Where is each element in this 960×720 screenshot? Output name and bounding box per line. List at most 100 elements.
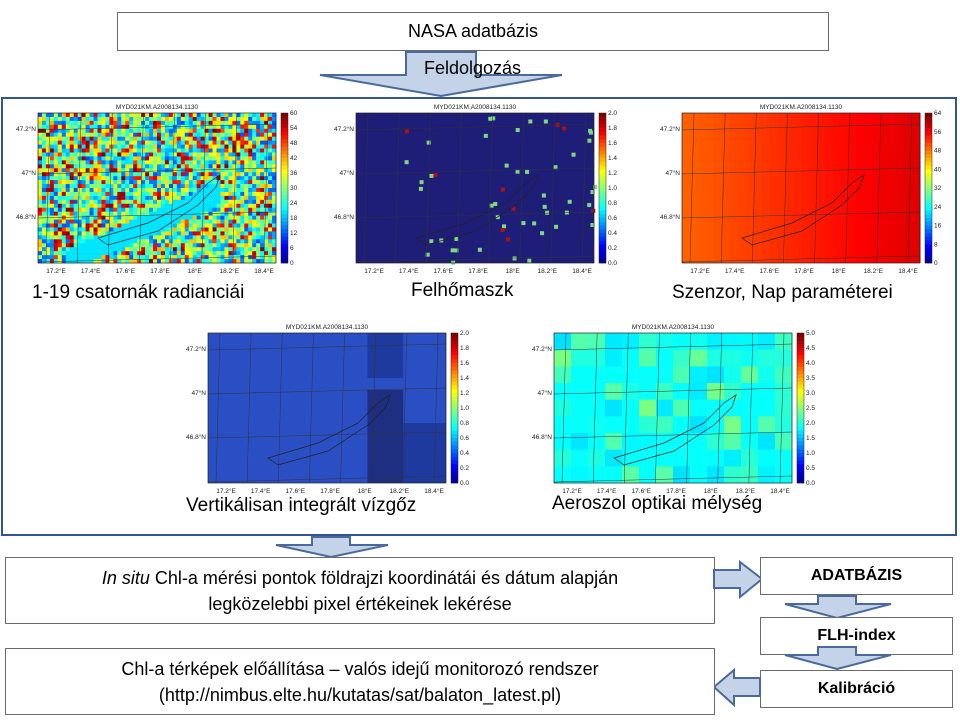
- lon-tick-label: 17.4°E: [597, 487, 617, 495]
- map-radiance: MYD021KM.A2008134.1130 47.2°N 47°N 46.8°N 17…: [4, 103, 304, 278]
- lat-tick-label: 47.2°N: [660, 125, 680, 133]
- processing-panel: [1, 97, 957, 536]
- colorbar-tick-label: 1.6: [460, 360, 469, 367]
- lon-tick-label: 18°E: [506, 267, 521, 275]
- lat-tick-label: 47°N: [191, 389, 206, 397]
- insitu-query-box: In situ Chl-a mérési pontok földrajzi ko…: [5, 557, 715, 624]
- colorbar-tick-label: 48: [934, 148, 942, 155]
- colorbar-tick-label: 3.0: [806, 390, 815, 397]
- lon-tick-label: 18°E: [358, 487, 373, 495]
- colorbar-tick-label: 4.0: [806, 360, 815, 367]
- lon-tick-label: 17.8°E: [666, 487, 686, 495]
- colorbar-tick-label: 42: [290, 155, 298, 162]
- flh-index-label: FLH-index: [817, 627, 896, 644]
- lat-tick-label: 46.8°N: [660, 213, 680, 221]
- caption-water-vapor: Vertikálisan integrált vízgőz: [186, 495, 417, 516]
- lon-tick-label: 17.2°E: [562, 487, 582, 495]
- map-title: MYD021KM.A2008134.1130: [116, 104, 199, 111]
- lat-tick-label: 46.8°N: [16, 213, 36, 221]
- colorbar-tick-label: 0.0: [806, 480, 815, 487]
- map-title: MYD021KM.A2008134.1130: [760, 104, 843, 111]
- colorbar-tick-label: 16: [934, 223, 942, 230]
- colorbar-tick-label: 1.0: [608, 185, 617, 192]
- lat-tick-label: 46.8°N: [532, 433, 552, 441]
- lon-tick-label: 17.8°E: [150, 267, 170, 275]
- colorbar: [598, 112, 607, 264]
- lon-tick-label: 18.2°E: [736, 487, 756, 495]
- colorbar-tick-label: 1.8: [460, 345, 469, 352]
- nasa-database-label: NASA adatbázis: [407, 21, 539, 41]
- lat-tick-label: 47.2°N: [16, 125, 36, 133]
- colorbar-tick-label: 24: [934, 204, 942, 211]
- map-figure-cloudmask: MYD021KM.A2008134.1130 47.2°N 47°N 46.8°N 17…: [334, 104, 617, 275]
- lat-tick-label: 47.2°N: [186, 345, 206, 353]
- calibration-label: Kalibráció: [817, 680, 896, 697]
- colorbar: [924, 112, 933, 264]
- colorbar-tick-label: 0.0: [460, 480, 469, 487]
- lon-tick-label: 17.4°E: [251, 487, 271, 495]
- database-box: ADATBÁZIS: [760, 557, 953, 595]
- colorbar-tick-label: 1.0: [460, 405, 469, 412]
- colorbar-tick-label: 1.0: [806, 450, 815, 457]
- colorbar-tick-label: 40: [934, 166, 942, 173]
- colorbar-tick-label: 24: [290, 200, 298, 207]
- lon-tick-label: 18.4°E: [424, 487, 444, 495]
- colorbar-tick-label: 2.0: [460, 330, 469, 337]
- map-figure-radiance: MYD021KM.A2008134.1130 47.2°N 47°N 46.8°N 17…: [16, 104, 298, 275]
- nasa-database-box: NASA adatbázis: [117, 12, 829, 51]
- lon-tick-label: 17.4°E: [725, 267, 745, 275]
- colorbar-tick-label: 64: [934, 110, 942, 117]
- lon-tick-label: 17.6°E: [286, 487, 306, 495]
- insitu-line1: In situ Chl-a mérési pontok földrajzi ko…: [102, 565, 618, 591]
- lon-tick-label: 18.4°E: [770, 487, 790, 495]
- processing-arrow: [319, 51, 563, 97]
- lon-tick-label: 17.8°E: [794, 267, 814, 275]
- colorbar-tick-label: 0.0: [608, 260, 617, 267]
- colorbar-tick-label: 36: [290, 170, 298, 177]
- lon-tick-label: 17.2°E: [216, 487, 236, 495]
- colorbar-tick-label: 2.5: [806, 405, 815, 412]
- lon-tick-label: 18.2°E: [220, 267, 240, 275]
- caption-sensor-sun: Szenzor, Nap paraméterei: [672, 282, 893, 303]
- insitu-line1-text: Chl-a mérési pontok földrajzi koordinátá…: [149, 567, 619, 588]
- colorbar-tick-label: 0: [290, 260, 294, 267]
- colorbar-tick-label: 56: [934, 129, 942, 136]
- colorbar-tick-label: 6: [290, 245, 294, 252]
- right-arrow-to-database: [713, 560, 764, 600]
- lon-tick-label: 18.4°E: [254, 267, 274, 275]
- lon-tick-label: 17.8°E: [320, 487, 340, 495]
- lon-tick-label: 17.6°E: [632, 487, 652, 495]
- colorbar-tick-label: 60: [290, 110, 298, 117]
- lon-tick-label: 17.2°E: [364, 267, 384, 275]
- map-title: MYD021KM.A2008134.1130: [434, 104, 517, 111]
- map-cloudmask: MYD021KM.A2008134.1130 47.2°N 47°N 46.8°N 17…: [322, 103, 622, 278]
- lon-tick-label: 18.2°E: [390, 487, 410, 495]
- colorbar-tick-label: 0.4: [460, 450, 469, 457]
- left-arrow-to-chl: [712, 668, 761, 708]
- colorbar-tick-label: 2.0: [608, 110, 617, 117]
- colorbar-tick-label: 48: [290, 140, 298, 147]
- colorbar-tick-label: 0.8: [460, 420, 469, 427]
- down-arrow-to-flh: [784, 595, 892, 619]
- lat-tick-label: 47°N: [537, 389, 552, 397]
- lat-tick-label: 47°N: [21, 169, 36, 177]
- colorbar-tick-label: 8: [934, 241, 938, 248]
- lon-tick-label: 17.6°E: [434, 267, 454, 275]
- lon-tick-label: 17.6°E: [116, 267, 136, 275]
- database-label: ADATBÁZIS: [810, 567, 903, 584]
- colorbar-tick-label: 0.2: [608, 245, 617, 252]
- insitu-line2: legközelebbi pixel értékeinek lekérése: [208, 593, 512, 614]
- map-figure-wv: MYD021KM.A2008134.1130 47.2°N 47°N 46.8°N 17…: [186, 324, 469, 495]
- colorbar-tick-label: 0.5: [806, 465, 815, 472]
- map-title: MYD021KM.A2008134.1130: [632, 324, 715, 331]
- colorbar-tick-label: 4.5: [806, 345, 815, 352]
- lon-tick-label: 18.2°E: [864, 267, 884, 275]
- map-sensor-sun: MYD021KM.A2008134.1130 47.2°N 47°N 46.8°N 17…: [648, 103, 948, 278]
- colorbar-tick-label: 3.5: [806, 375, 815, 382]
- colorbar-tick-label: 1.4: [460, 375, 469, 382]
- lon-tick-label: 18°E: [832, 267, 847, 275]
- calibration-box: Kalibráció: [760, 670, 953, 708]
- lat-tick-label: 47.2°N: [334, 125, 354, 133]
- map-aerosol: MYD021KM.A2008134.1130 47.2°N 47°N 46.8°N 17…: [520, 323, 820, 498]
- lon-tick-label: 18.2°E: [538, 267, 558, 275]
